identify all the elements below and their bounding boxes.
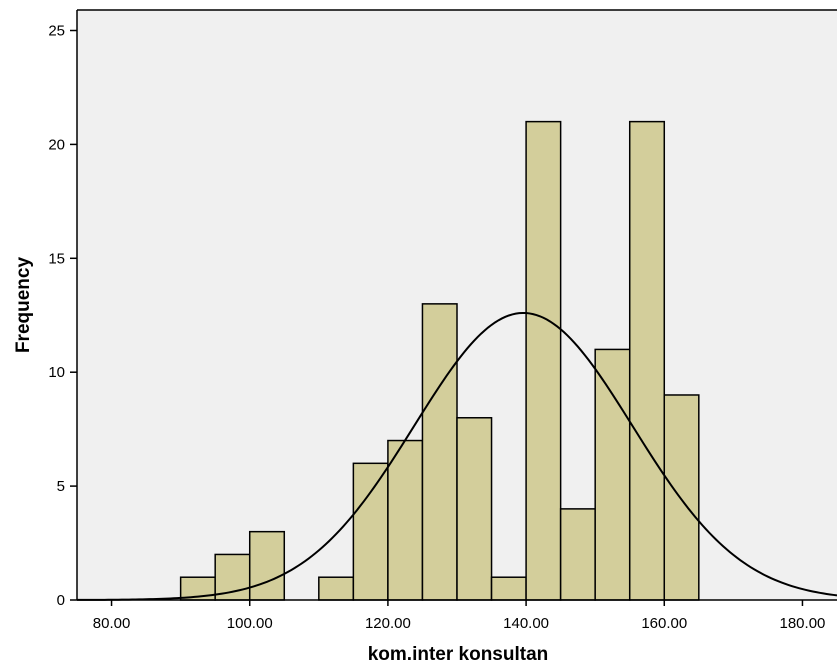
x-ticks-group: 80.00 100.00 120.00 140.00 160.00 180.00 xyxy=(93,600,826,632)
x-tick-label: 140.00 xyxy=(503,615,549,632)
histogram-bar xyxy=(490,576,527,601)
y-tick-label: 15 xyxy=(48,250,65,267)
y-ticks-group: 0 5 10 15 20 25 xyxy=(48,23,77,609)
y-tick-label: 5 xyxy=(57,478,65,495)
histogram-bar xyxy=(352,462,389,601)
x-tick-label: 120.00 xyxy=(365,615,411,632)
histogram-bar xyxy=(318,576,355,601)
normal-curve xyxy=(76,311,837,601)
histogram-bar xyxy=(248,530,286,601)
y-tick-label: 10 xyxy=(48,364,65,381)
histogram-bar xyxy=(387,439,424,601)
histogram-bar xyxy=(456,417,493,601)
histogram-bar xyxy=(559,508,596,601)
y-tick-label: 0 xyxy=(57,592,65,609)
x-tick-label: 160.00 xyxy=(641,615,687,632)
y-tick-label: 20 xyxy=(48,136,65,153)
y-axis-title: Frequency xyxy=(13,257,34,354)
x-tick-label: 100.00 xyxy=(227,615,273,632)
histogram-bar xyxy=(594,348,631,601)
histogram-bar xyxy=(663,394,700,601)
x-tick-label: 80.00 xyxy=(93,615,131,632)
histogram-bar xyxy=(628,120,666,601)
x-axis-title: kom.inter konsultan xyxy=(368,644,549,665)
bars-group xyxy=(179,120,700,601)
histogram-bar xyxy=(421,303,458,601)
y-tick-label: 25 xyxy=(48,23,65,40)
x-tick-label: 180.00 xyxy=(780,615,826,632)
histogram-bar xyxy=(525,120,562,601)
